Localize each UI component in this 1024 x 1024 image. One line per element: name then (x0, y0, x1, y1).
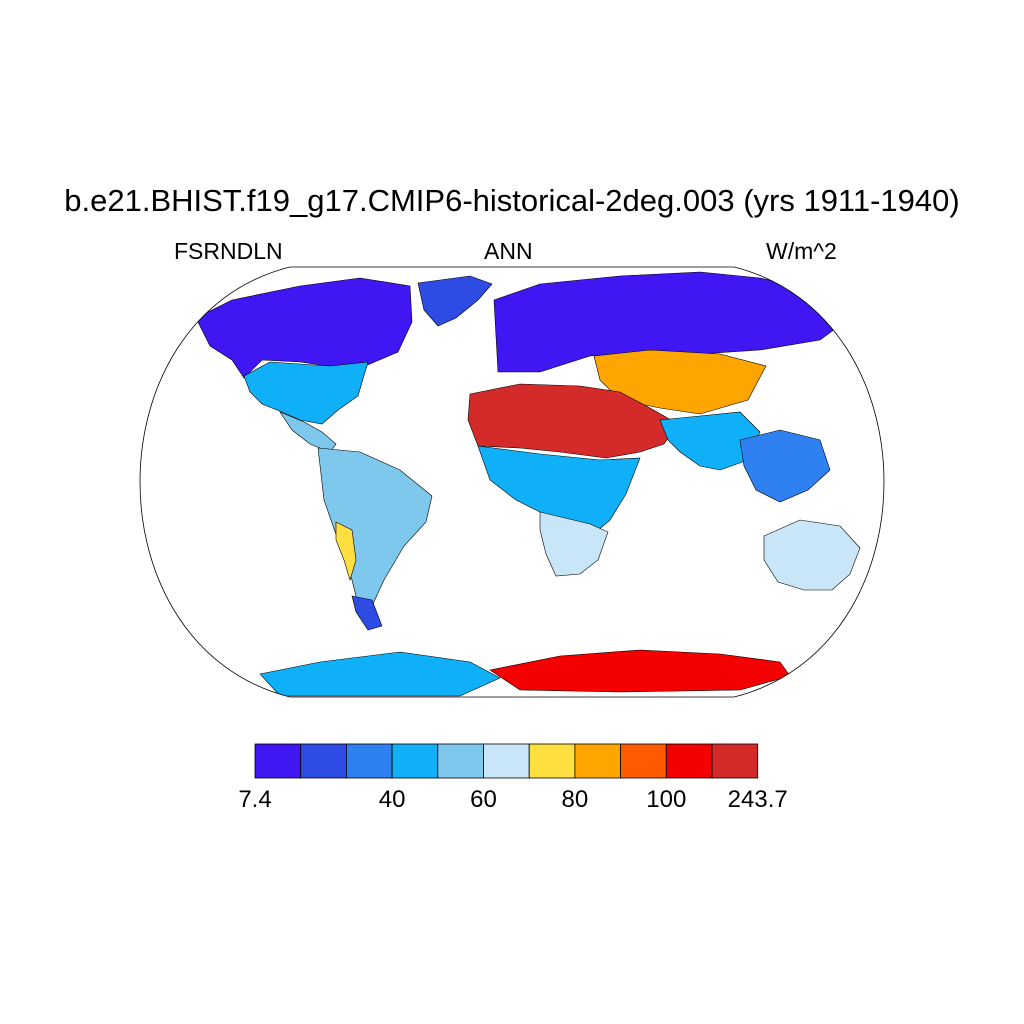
colorbar-tick-label: 60 (470, 786, 497, 813)
land-region-andes (335, 521, 357, 582)
colorbar-tick-label: 40 (378, 786, 406, 813)
colorbar-box (391, 743, 439, 779)
map-boundary (139, 266, 885, 698)
colorbar-box (711, 743, 759, 779)
land-region-antarctica-east (489, 649, 791, 693)
colorbar-box (483, 743, 530, 779)
land-region-eurasia-north (493, 271, 851, 373)
colorbar-box (345, 743, 393, 779)
land-region-north-america-south (243, 361, 369, 425)
land-region-greenland (417, 275, 493, 327)
land-region-southeast-asia (739, 429, 831, 503)
land-field-layer (195, 271, 861, 697)
land-region-australia (763, 519, 861, 591)
colorbar-box (620, 743, 667, 779)
units-label: W/m^2 (766, 238, 837, 264)
colorbar-tick-label: 80 (561, 786, 589, 813)
variable-label: FSRNDLN (174, 238, 283, 264)
colorbar-tick-label: 100 (646, 786, 687, 813)
land-region-southern-africa (539, 511, 609, 577)
colorbar-box (574, 743, 622, 779)
colorbar-tick-label: 7.4 (238, 786, 272, 813)
colorbar-box (665, 743, 713, 779)
land-region-central-asia (593, 349, 767, 415)
land-region-patagonia (351, 595, 383, 631)
plot-title: b.e21.BHIST.f19_g17.CMIP6-historical-2de… (64, 183, 960, 218)
land-region-south-asia (659, 411, 761, 471)
season-label: ANN (484, 238, 533, 264)
colorbar-box (437, 743, 484, 779)
colorbar-box (254, 743, 302, 779)
land-region-africa-central (477, 445, 641, 533)
colorbar-box (300, 743, 347, 779)
land-region-antarctica-west (259, 651, 501, 697)
land-region-central-america (279, 411, 337, 453)
colorbar-box (528, 743, 576, 779)
land-region-north-america-north (195, 277, 413, 379)
colorbar-tick-label: 243.7 (727, 786, 788, 813)
land-region-sahara-arabia (467, 383, 679, 459)
